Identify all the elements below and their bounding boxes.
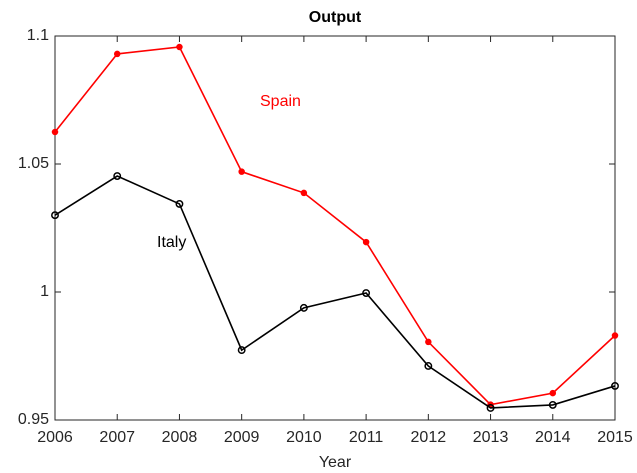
series-label: Spain: [260, 93, 301, 110]
x-tick-label: 2010: [286, 429, 322, 446]
data-point: [51, 128, 59, 136]
data-point: [486, 404, 495, 412]
data-point: [113, 172, 122, 180]
y-tick-label: 1.1: [27, 27, 49, 44]
x-tick-label: 2011: [349, 429, 384, 446]
data-point: [549, 389, 557, 397]
data-point: [176, 43, 183, 51]
data-point: [362, 289, 371, 297]
x-tick-label: 2014: [535, 429, 571, 446]
series-line: [54, 46, 616, 406]
data-point: [611, 332, 619, 339]
data-point: [300, 189, 308, 197]
data-point: [238, 168, 245, 175]
plot-frame: [54, 35, 616, 421]
series-line: [54, 175, 616, 409]
x-tick-label: 2008: [162, 429, 198, 446]
data-point: [175, 199, 184, 208]
y-tick-label: 1: [40, 283, 49, 300]
x-tick-label: 2015: [597, 429, 633, 446]
chart-title: Output: [309, 9, 362, 26]
series-label: Italy: [157, 234, 186, 251]
x-axis-label: Year: [319, 454, 352, 471]
data-point: [424, 362, 433, 370]
data-point: [362, 238, 370, 246]
x-tick-label: 2012: [411, 429, 447, 446]
data-point: [299, 303, 308, 312]
data-point: [237, 346, 246, 355]
data-point: [611, 382, 619, 390]
data-point: [548, 400, 557, 409]
x-tick-label: 2007: [99, 429, 135, 446]
x-tick-label: 2006: [37, 429, 73, 446]
data-point: [113, 50, 121, 58]
data-point: [51, 211, 59, 220]
y-tick-label: 0.95: [18, 411, 49, 428]
x-tick-label: 2013: [473, 429, 509, 446]
x-tick-label: 2009: [224, 429, 260, 446]
data-point: [425, 338, 432, 346]
y-tick-label: 1.05: [18, 155, 49, 172]
